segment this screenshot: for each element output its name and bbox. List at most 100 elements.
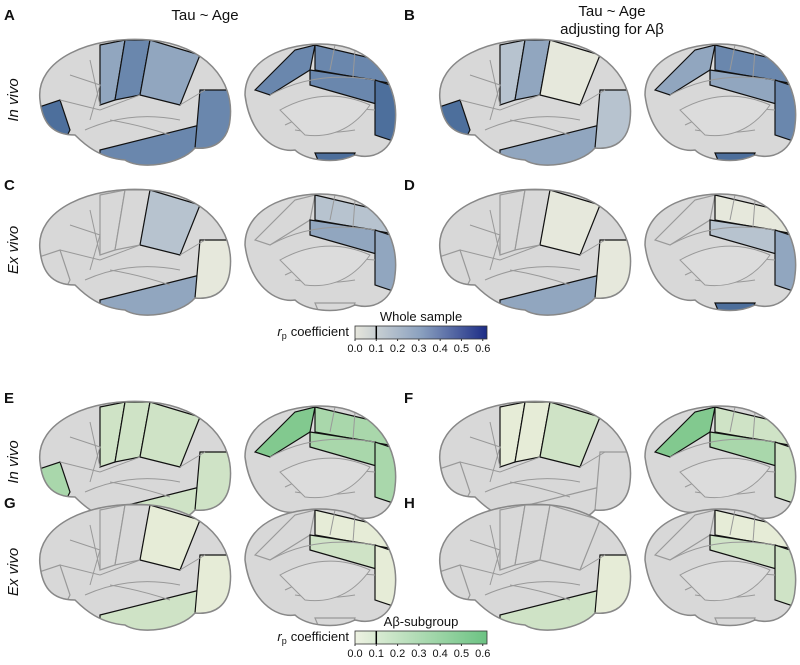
row-label: Ex vivo xyxy=(5,226,22,274)
brain-outline xyxy=(39,503,232,631)
sulcus-line xyxy=(179,554,206,571)
brain-region xyxy=(314,617,356,626)
tick-label: 0.3 xyxy=(411,343,426,355)
medial-brain xyxy=(244,508,397,627)
sulcus-line xyxy=(484,266,581,281)
panel-letter: F xyxy=(404,390,413,407)
sulcus-line xyxy=(752,514,756,543)
brain-outline xyxy=(244,508,397,627)
lateral-brain xyxy=(439,503,632,631)
colorbar xyxy=(354,630,488,645)
sulcus-line xyxy=(329,406,336,433)
sulcus-line xyxy=(89,209,101,256)
symbol: r xyxy=(277,629,282,644)
sulcus-line xyxy=(459,456,541,473)
sulcus-line xyxy=(59,94,141,111)
corpus-callosum xyxy=(279,245,371,287)
sulcus-line xyxy=(459,559,541,576)
tick-label: 0.5 xyxy=(454,343,469,355)
sulcus-line xyxy=(669,541,776,561)
sulcus-line xyxy=(269,226,376,246)
regions xyxy=(253,194,396,311)
sulcus-line xyxy=(752,199,756,228)
tick-label: 0.0 xyxy=(347,648,362,660)
sulcus-line xyxy=(109,269,171,286)
sulcus-line xyxy=(729,44,736,71)
sulcus-line xyxy=(509,584,571,601)
sulcus-line xyxy=(669,226,776,246)
tick-label: 0.3 xyxy=(411,648,426,660)
brain-region xyxy=(253,194,316,246)
sulcus-line xyxy=(729,406,736,433)
colorbar-label: rp coefficient xyxy=(277,324,349,341)
panel-letter: A xyxy=(4,7,15,24)
brain-region xyxy=(374,229,396,296)
sulcus-line xyxy=(84,478,181,493)
sulcus-line xyxy=(484,581,581,596)
sulcus-line xyxy=(729,509,736,536)
brain-outline xyxy=(644,193,797,312)
corpus-callosum xyxy=(679,245,771,287)
brain-region xyxy=(714,152,756,161)
brain-region xyxy=(653,406,716,458)
lateral-brain xyxy=(439,38,632,166)
label: coefficient xyxy=(291,324,350,339)
sulcus-line xyxy=(89,524,101,571)
brain-outline xyxy=(39,38,232,166)
regions xyxy=(253,406,396,523)
tick-label: 0.6 xyxy=(475,343,490,355)
medial-brain xyxy=(644,43,797,162)
sulcus-line xyxy=(269,438,376,458)
brain-region xyxy=(653,44,716,96)
brain-region xyxy=(314,152,356,161)
sulcus-line xyxy=(329,44,336,71)
brain-region xyxy=(594,239,631,301)
sulcus-line xyxy=(579,554,606,571)
regions xyxy=(653,509,796,626)
sulcus-line xyxy=(669,438,776,458)
sulcus-line xyxy=(509,119,571,136)
brain-region xyxy=(194,239,231,301)
regions xyxy=(653,44,796,161)
brain-region xyxy=(374,79,396,146)
brain-region xyxy=(194,554,231,616)
lateral-brain xyxy=(39,38,232,166)
brain-region xyxy=(714,617,756,626)
regions xyxy=(253,44,396,161)
sulcus-line xyxy=(59,456,141,473)
sulcus-line xyxy=(729,194,736,221)
medial-brain xyxy=(244,193,397,312)
sulcus-line xyxy=(109,119,171,136)
sulcus-line xyxy=(352,514,356,543)
sulcus-line xyxy=(179,451,206,468)
corpus-callosum xyxy=(679,560,771,602)
colorbar-label: rp coefficient xyxy=(277,629,349,646)
brain-outline xyxy=(39,400,232,528)
medial-brain xyxy=(244,405,397,524)
column-title: adjusting for Aβ xyxy=(560,21,664,38)
sulcus-line xyxy=(509,481,571,498)
sulcus-line xyxy=(84,116,181,131)
corpus-callosum xyxy=(279,95,371,137)
subscript: p xyxy=(282,636,287,646)
brain-region xyxy=(653,194,716,246)
sulcus-line xyxy=(59,244,141,261)
medial-brain xyxy=(244,43,397,162)
sulcus-line xyxy=(329,194,336,221)
sulcus-line xyxy=(179,89,206,106)
brain-outline xyxy=(439,503,632,631)
tick-label: 0.2 xyxy=(390,343,405,355)
brain-outline xyxy=(644,508,797,627)
brain-region xyxy=(714,302,756,311)
medial-brain xyxy=(644,508,797,627)
brain-region xyxy=(594,451,631,513)
sulcus-line xyxy=(84,581,181,596)
regions xyxy=(653,194,796,311)
sulcus-line xyxy=(352,199,356,228)
tick-label: 0.6 xyxy=(475,648,490,660)
colorbar-title: Whole sample xyxy=(380,309,462,324)
brain-region xyxy=(653,509,716,561)
sulcus-line xyxy=(109,584,171,601)
